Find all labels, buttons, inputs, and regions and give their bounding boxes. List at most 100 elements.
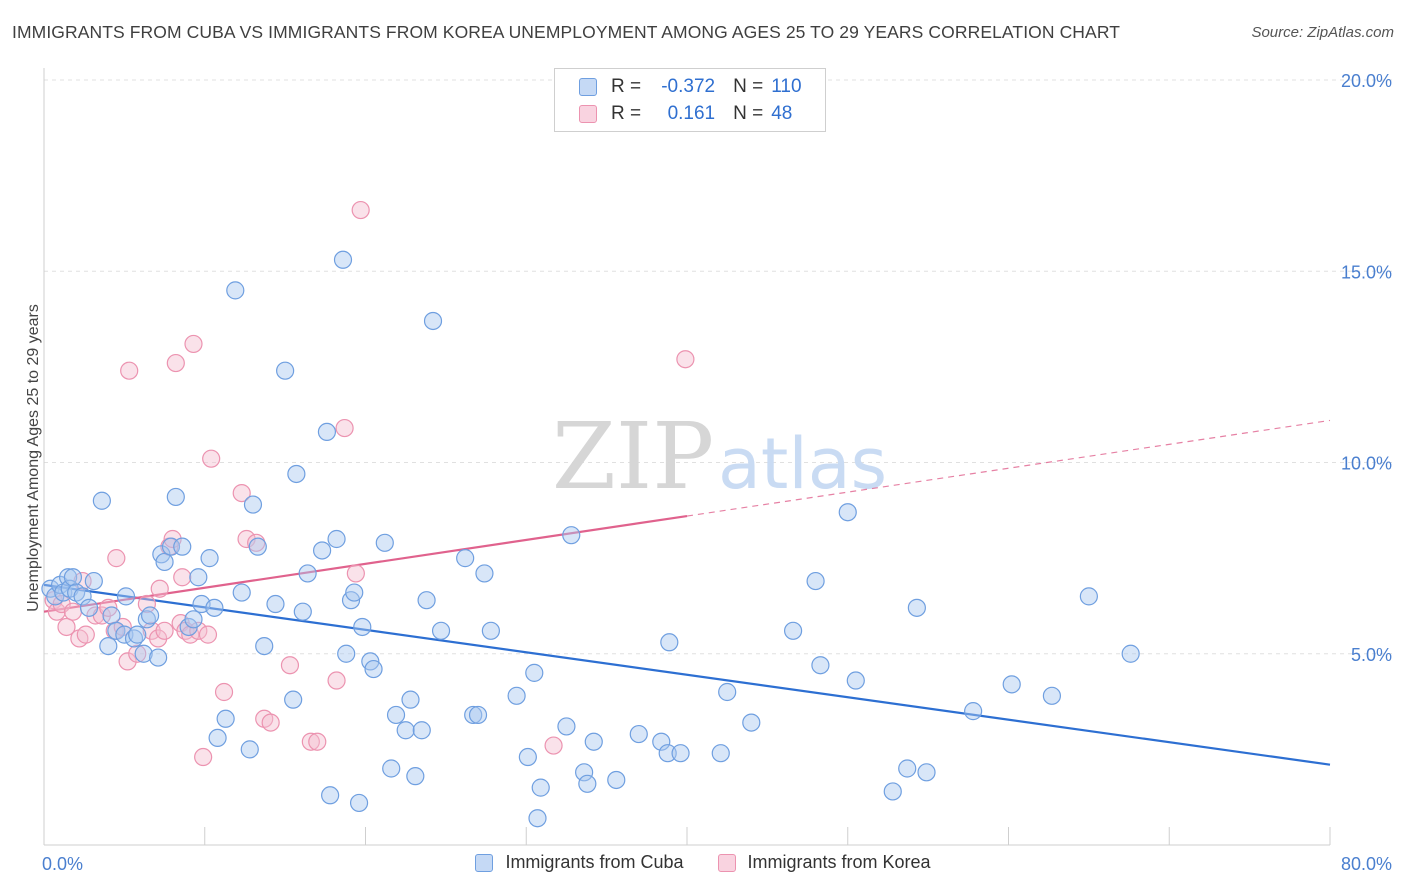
- y-tick-label-15: 15.0%: [1341, 262, 1392, 282]
- cuba-point: [92, 491, 111, 510]
- cuba-point: [575, 763, 594, 782]
- cuba-point: [226, 281, 245, 300]
- cuba-point: [629, 724, 648, 744]
- korea-r-label: R =: [611, 103, 642, 124]
- korea-point: [118, 652, 137, 671]
- series-legend: Immigrants from Cuba Immigrants from Kor…: [0, 852, 1406, 873]
- cuba-point: [266, 594, 285, 614]
- cuba-point: [475, 564, 494, 583]
- legend-item-korea: Immigrants from Korea: [717, 852, 931, 873]
- cuba-point: [284, 690, 303, 709]
- cuba-point: [584, 732, 603, 751]
- cuba-point: [73, 587, 92, 606]
- cuba-point: [287, 464, 306, 484]
- korea-point: [308, 732, 327, 751]
- cuba-point: [353, 617, 372, 637]
- korea-trend-line: [43, 514, 688, 613]
- cuba-point: [337, 644, 356, 663]
- cuba-point: [562, 526, 581, 545]
- korea-point: [301, 732, 320, 751]
- cuba-point: [216, 709, 235, 728]
- cuba-point: [898, 759, 917, 778]
- y-tick-label-20: 20.0%: [1341, 71, 1392, 91]
- cuba-point: [718, 682, 737, 702]
- cuba-point: [412, 721, 431, 740]
- cuba-point: [386, 705, 406, 725]
- korea-point: [166, 353, 185, 373]
- legend-swatch-korea: [717, 853, 736, 872]
- korea-point: [184, 334, 203, 354]
- watermark-zip: ZIP: [552, 403, 714, 510]
- cuba-point: [84, 571, 103, 591]
- korea-point: [335, 418, 354, 438]
- cuba-point: [59, 568, 78, 587]
- cuba-point: [155, 552, 174, 572]
- korea-point: [198, 625, 218, 644]
- cuba-point: [184, 610, 203, 629]
- cuba-point: [528, 809, 547, 828]
- cuba-point: [189, 568, 208, 587]
- korea-point: [346, 564, 365, 583]
- cuba-point: [917, 763, 936, 782]
- trend-layer: [43, 419, 1331, 766]
- cuba-point: [578, 774, 597, 793]
- cuba-point: [464, 705, 483, 725]
- grid-layer: [44, 79, 1392, 655]
- cuba-point: [1042, 686, 1062, 705]
- cuba-point: [102, 606, 121, 625]
- cuba-point: [364, 659, 383, 679]
- cuba-point: [883, 782, 902, 801]
- cuba-point: [333, 250, 353, 269]
- source-credit: Source: ZipAtlas.com: [1251, 24, 1394, 41]
- korea-point: [194, 747, 213, 767]
- korea-point: [676, 350, 695, 369]
- cuba-point: [468, 705, 488, 725]
- cuba-n-label: N =: [733, 76, 764, 97]
- korea-point: [544, 736, 563, 755]
- cuba-point: [838, 503, 857, 522]
- cuba-point: [846, 671, 865, 690]
- korea-point: [107, 549, 126, 568]
- cuba-point: [811, 656, 830, 675]
- cuba-point: [783, 621, 803, 640]
- korea-point: [63, 602, 83, 621]
- cuba-point: [327, 529, 346, 549]
- cuba-point: [149, 648, 168, 667]
- cuba-point: [134, 644, 153, 663]
- cuba-point: [317, 422, 337, 441]
- cuba-point: [298, 564, 317, 583]
- korea-point: [137, 594, 156, 614]
- korea-point: [150, 579, 169, 598]
- cuba-n-value: 110: [771, 76, 802, 97]
- cuba-point: [349, 793, 369, 813]
- cuba-point: [200, 549, 219, 568]
- korea-point: [57, 617, 76, 637]
- korea-r-value: 0.161: [667, 103, 716, 124]
- chart-title: IMMIGRANTS FROM CUBA VS IMMIGRANTS FROM …: [12, 22, 1121, 42]
- x-tick-label-min: 0.0%: [42, 854, 83, 874]
- cuba-point: [518, 747, 537, 767]
- cuba-point: [232, 583, 251, 602]
- korea-point: [173, 568, 192, 587]
- cuba-point: [525, 663, 544, 682]
- cuba-point: [375, 533, 394, 552]
- cuba-point: [140, 606, 160, 625]
- cuba-point: [401, 690, 420, 709]
- cuba-point: [116, 587, 136, 606]
- cuba-point: [99, 636, 118, 656]
- y-tick-label-10: 10.0%: [1341, 454, 1392, 474]
- korea-point: [163, 529, 182, 549]
- cuba-point: [255, 636, 274, 656]
- cuba-point: [345, 583, 364, 602]
- cuba-point: [711, 744, 730, 763]
- cuba-point: [481, 621, 500, 640]
- korea-point: [327, 671, 346, 690]
- cuba-point: [166, 487, 185, 507]
- korea-point: [202, 449, 221, 468]
- cuba-point: [396, 721, 415, 740]
- cuba-point: [312, 541, 332, 560]
- cuba-point: [417, 591, 436, 610]
- cuba-point: [431, 621, 451, 640]
- cuba-point: [1121, 644, 1140, 663]
